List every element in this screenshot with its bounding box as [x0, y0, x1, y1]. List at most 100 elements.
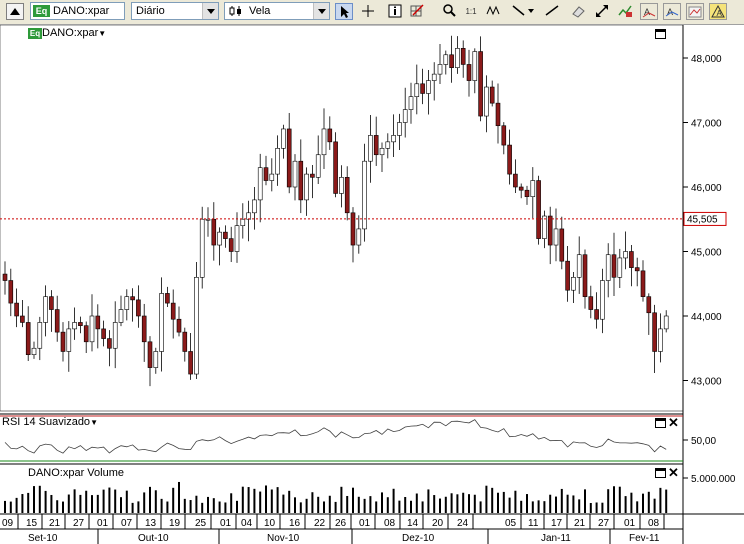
close-icon[interactable]: ✕ — [668, 415, 679, 430]
volume-bar — [241, 486, 244, 513]
volume-bar — [27, 492, 30, 513]
volume-bar — [44, 490, 47, 513]
eq-badge: Eq — [33, 5, 50, 17]
indicator-b-icon[interactable]: A — [663, 3, 681, 20]
symbol-input[interactable]: Eq DANO:xpar — [30, 2, 125, 20]
volume-bar — [247, 487, 250, 513]
candle-body — [484, 86, 489, 117]
volume-bar — [114, 489, 117, 513]
volume-bar — [450, 493, 453, 513]
date-tick-label: 26 — [335, 518, 347, 529]
volume-bar — [149, 486, 151, 513]
price-tick-label: 44,000 — [691, 312, 722, 323]
volume-bar — [572, 495, 575, 513]
volume-bar — [502, 491, 505, 513]
volume-bar — [369, 496, 372, 513]
chart-style-select[interactable]: Vela — [224, 2, 330, 20]
candle-body — [339, 177, 344, 194]
chevron-down-icon[interactable]: ▼ — [90, 418, 98, 427]
candle-body — [605, 254, 611, 281]
candle-body — [623, 251, 628, 259]
volume-bar — [560, 488, 563, 513]
maximize-volume-pane-icon[interactable] — [655, 468, 666, 478]
zoom-icon[interactable] — [440, 3, 458, 20]
volume-bar — [427, 489, 430, 513]
candle-body — [43, 296, 48, 323]
ratio-button[interactable]: 1:1 — [465, 7, 477, 16]
indicator-add-icon[interactable] — [616, 3, 634, 20]
candle-body — [315, 154, 321, 178]
cursor-arrow-icon[interactable] — [335, 3, 353, 20]
trend-line-icon[interactable] — [510, 3, 538, 20]
candle-body — [327, 128, 333, 143]
date-tick-label: 24 — [457, 518, 469, 529]
candle-body — [652, 312, 657, 352]
volume-bar — [311, 492, 314, 513]
volume-bar — [160, 498, 163, 513]
candle-body — [37, 322, 43, 349]
grid-ruler-icon[interactable] — [409, 3, 427, 20]
volume-bar — [404, 496, 407, 513]
candle-icon — [229, 6, 241, 16]
candle-body — [130, 296, 135, 301]
maximize-rsi-pane-icon[interactable] — [655, 418, 666, 428]
period-select[interactable]: Diário — [131, 2, 219, 20]
candle-body — [275, 148, 280, 175]
candle-body — [576, 254, 582, 278]
eraser-icon[interactable] — [569, 3, 587, 20]
volume-bar — [415, 493, 418, 513]
indicator-a-icon[interactable]: A — [640, 3, 658, 20]
candle-body — [646, 296, 652, 314]
volume-bar — [38, 485, 41, 513]
candle-body — [304, 173, 309, 201]
volume-bar — [108, 487, 111, 513]
candle-body — [165, 293, 170, 304]
price-tick-label: 46,000 — [691, 183, 722, 194]
candle-body — [600, 280, 605, 320]
expand-icon[interactable] — [593, 3, 611, 20]
volume-bar — [392, 488, 395, 513]
volume-tick-label: 5.000.000 — [691, 474, 736, 485]
candle-body — [89, 315, 95, 343]
volume-bar — [96, 494, 99, 513]
rsi-pane-title[interactable]: RSI 14 Suavizado▼ — [2, 416, 98, 428]
wave-icon[interactable] — [485, 3, 503, 20]
candle-body — [153, 351, 159, 368]
candle-body — [368, 135, 373, 162]
volume-bar — [479, 501, 482, 513]
price-axis: 48,000 47,000 46,000 45,000 44,000 43,000 — [683, 54, 722, 388]
date-axis: 09 15 21 27 01 07 13 19 25 01 04 10 16 22 26 01 08 14 20 24… — [2, 514, 665, 529]
price-pane-title[interactable]: Eq DANO:xpar▼ — [28, 27, 106, 39]
candle-body — [536, 180, 541, 239]
info-icon[interactable] — [386, 3, 404, 20]
volume-bar — [647, 491, 650, 513]
date-tick-label: 25 — [195, 518, 207, 529]
candle-body — [112, 322, 118, 349]
indicator-c-icon[interactable] — [686, 3, 704, 20]
chevron-down-icon[interactable]: ▼ — [98, 29, 107, 38]
toolbar: Eq DANO:xpar Diário Vela 1:1 — [0, 0, 744, 25]
candle-body — [72, 322, 77, 330]
date-tick-label: 27 — [598, 518, 610, 529]
crosshair-icon[interactable] — [359, 3, 377, 20]
close-icon[interactable]: ✕ — [668, 465, 679, 480]
candle-body — [362, 160, 367, 230]
chart-canvas[interactable]: 48,000 47,000 46,000 45,000 44,000 43,000 45,… — [0, 25, 744, 544]
line-tool-icon[interactable] — [543, 3, 561, 20]
maximize-price-pane-icon[interactable] — [655, 29, 666, 39]
candle-body — [408, 96, 414, 110]
collapse-up-icon[interactable] — [6, 3, 24, 20]
candle-body — [20, 315, 25, 323]
alert-icon[interactable]: A — [709, 3, 727, 20]
volume-bar — [299, 502, 302, 513]
date-tick-label: 16 — [289, 518, 301, 529]
candle-body — [124, 296, 130, 310]
volume-bar — [183, 498, 186, 513]
candle-body — [582, 254, 588, 297]
chevron-down-icon[interactable] — [313, 3, 329, 19]
candle-body — [501, 125, 507, 146]
volume-bar — [288, 490, 291, 513]
volume-bar — [636, 501, 639, 513]
volume-bar — [555, 496, 557, 513]
chevron-down-icon[interactable] — [202, 3, 218, 19]
